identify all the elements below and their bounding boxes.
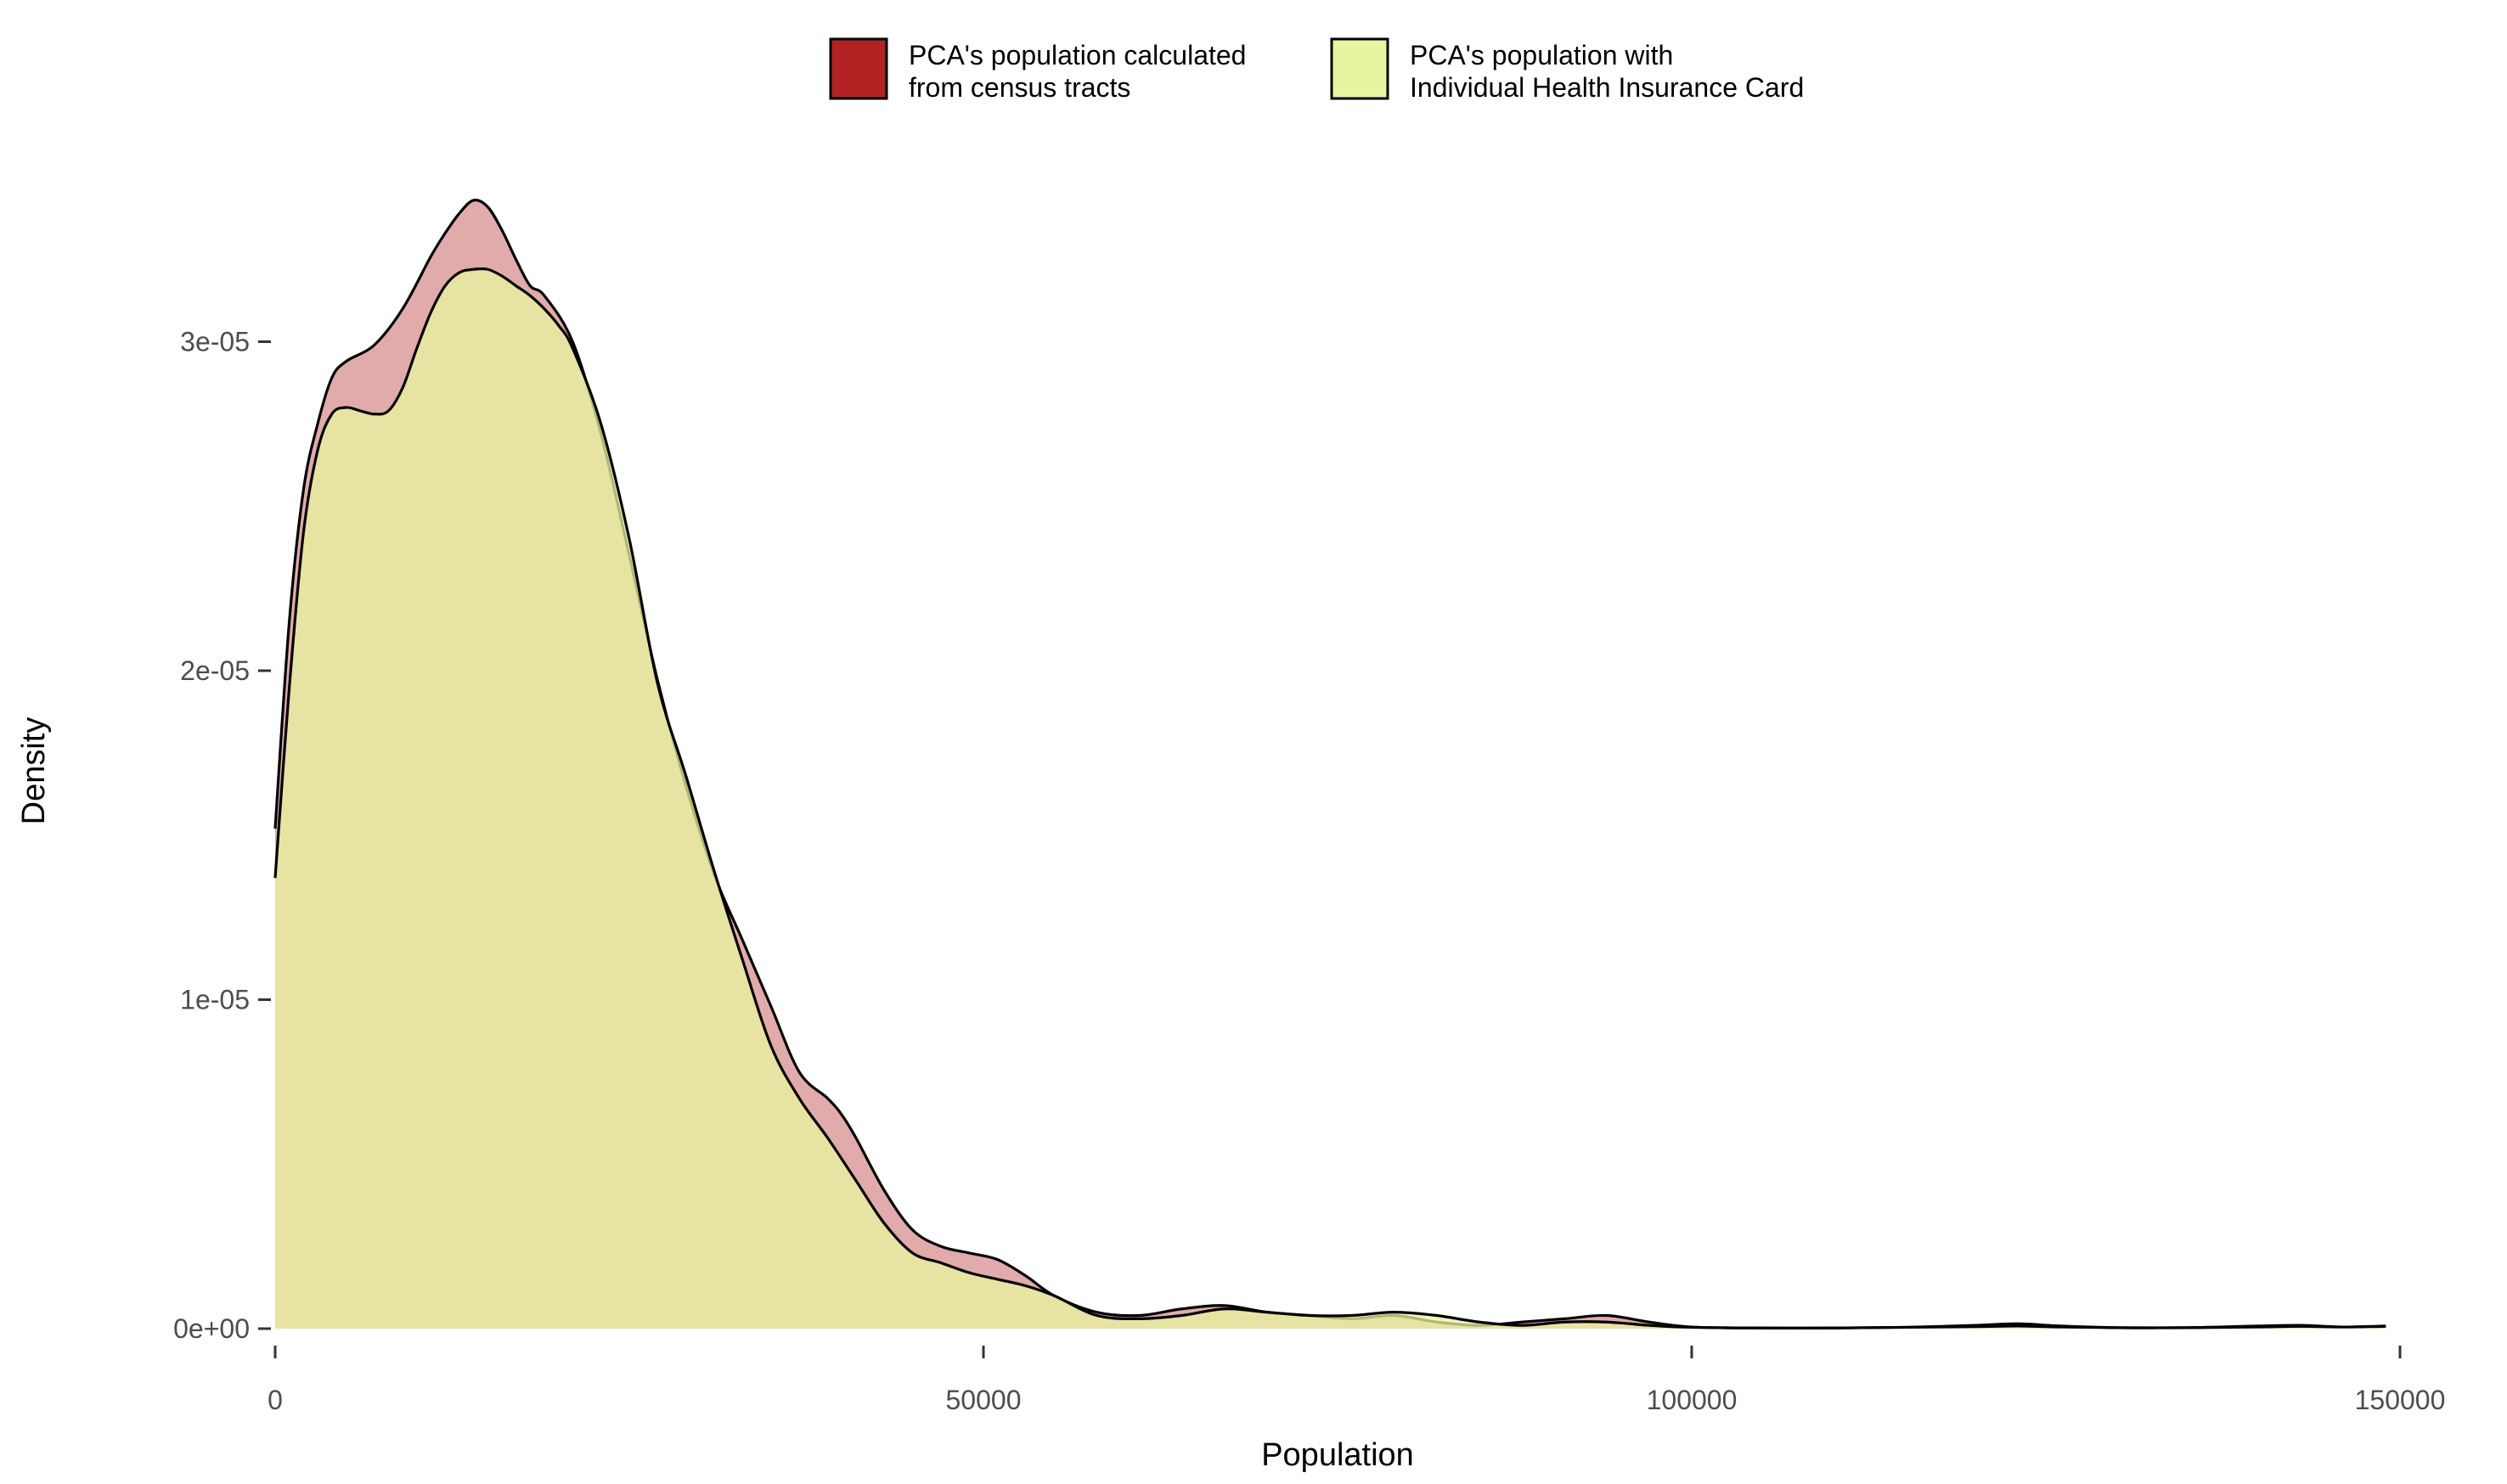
y-tick-label: 1e-05 — [180, 985, 250, 1015]
legend-label: PCA's population with — [1410, 40, 1673, 70]
legend-label: Individual Health Insurance Card — [1410, 72, 1804, 103]
density-outline-series-2 — [273, 267, 2386, 1329]
x-tick-label: 0 — [268, 1385, 283, 1415]
density-area-series-2 — [275, 268, 2386, 1329]
plot-areas — [273, 199, 2386, 1329]
x-tick-label: 150000 — [2355, 1385, 2446, 1415]
y-axis-title: Density — [16, 717, 52, 825]
legend-key-swatch — [829, 37, 888, 100]
x-axis: 0 50000 100000 150000 — [268, 1346, 2445, 1415]
y-tick-label: 0e+00 — [173, 1313, 250, 1344]
legend-key-swatch — [1330, 37, 1389, 100]
legend-label: PCA's population calculated — [909, 40, 1246, 70]
legend-label: from census tracts — [909, 72, 1130, 103]
x-tick-label: 50000 — [946, 1385, 1022, 1415]
y-axis: 0e+00 1e-05 2e-05 3e-05 — [173, 327, 271, 1344]
y-tick-label: 3e-05 — [180, 327, 250, 357]
x-tick-label: 100000 — [1647, 1385, 1738, 1415]
x-axis-title: Population — [1261, 1437, 1414, 1473]
y-tick-label: 2e-05 — [180, 655, 250, 686]
